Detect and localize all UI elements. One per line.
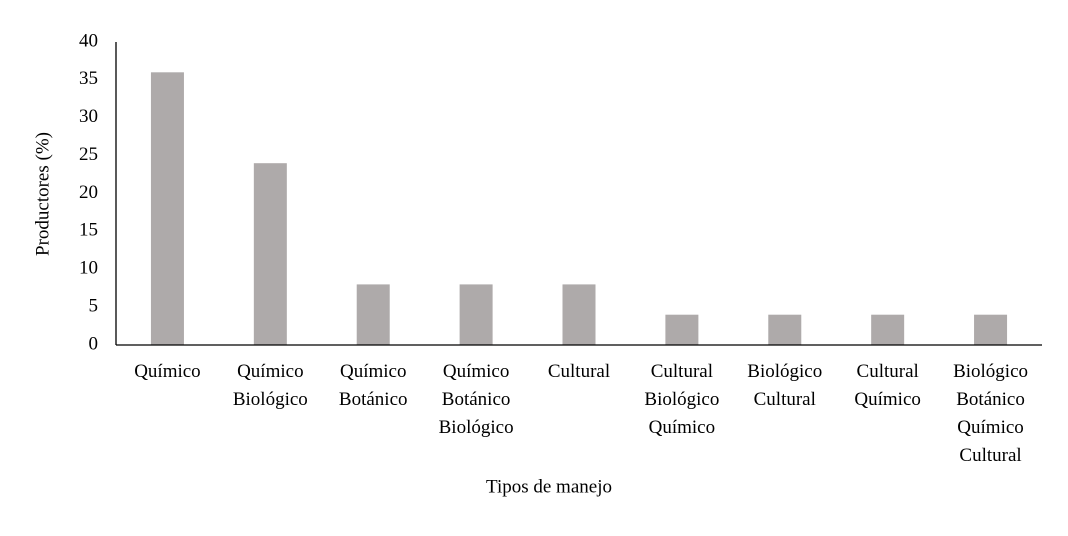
y-tick-label: 15: [79, 220, 98, 241]
x-tick-label-line: Químico: [854, 389, 921, 410]
bar: [871, 314, 905, 345]
bar: [356, 284, 390, 345]
y-tick-label: 5: [89, 295, 99, 316]
x-tick-label-line: Químico: [443, 361, 510, 382]
y-tick-label: 30: [79, 106, 98, 127]
x-tick-label: Químico Botánico: [339, 361, 408, 410]
bar: [562, 284, 596, 345]
x-tick-label-line: Químico: [957, 417, 1024, 438]
x-tick-label-line: Cultural: [548, 361, 610, 382]
y-tick-label: 25: [79, 144, 98, 165]
bar: [974, 314, 1008, 345]
x-tick-label: Cultural: [548, 361, 610, 382]
x-tick-label-line: Biológico: [439, 417, 514, 438]
bar: [459, 284, 493, 345]
y-tick-label: 10: [79, 258, 98, 279]
x-tick-label-line: Botánico: [956, 389, 1025, 410]
x-tick-label-line: Biológico: [233, 389, 308, 410]
x-tick-label: Químico Biológico: [233, 361, 308, 410]
y-tick-label: 20: [79, 182, 98, 203]
x-tick-label: Biológico Botánico Químico Cultural: [953, 361, 1028, 466]
y-tick-label: 0: [89, 333, 99, 354]
x-tick-label-line: Botánico: [339, 389, 408, 410]
x-tick-label-line: Cultural: [959, 445, 1021, 466]
x-tick-label: Químico: [134, 361, 201, 382]
x-tick-label: Biológico Cultural: [747, 361, 822, 410]
x-tick-label-line: Cultural: [651, 361, 713, 382]
x-axis-title: Tipos de manejo: [486, 476, 612, 497]
x-tick-label-line: Químico: [340, 361, 407, 382]
x-tick-label: Cultural Biológico Químico: [644, 361, 719, 438]
x-tick-label-line: Biológico: [953, 361, 1028, 382]
x-tick-label-line: Biológico: [644, 389, 719, 410]
x-tick-label: Cultural Químico: [854, 361, 921, 410]
x-tick-label-line: Cultural: [857, 361, 919, 382]
bar: [150, 72, 184, 346]
bar: [768, 314, 802, 345]
x-tick-label-line: Cultural: [754, 389, 816, 410]
y-tick-label: 40: [79, 30, 98, 51]
bar: [253, 163, 287, 345]
x-tick-label-line: Químico: [649, 417, 716, 438]
x-tick-label-line: Botánico: [442, 389, 511, 410]
x-tick-label: Químico Botánico Biológico: [439, 361, 514, 438]
bar: [665, 314, 699, 345]
y-tick-label: 35: [79, 68, 98, 89]
x-tick-label-line: Químico: [134, 361, 201, 382]
x-tick-label-line: Biológico: [747, 361, 822, 382]
y-axis-title: Productores (%): [32, 132, 53, 256]
x-tick-label-line: Químico: [237, 361, 304, 382]
